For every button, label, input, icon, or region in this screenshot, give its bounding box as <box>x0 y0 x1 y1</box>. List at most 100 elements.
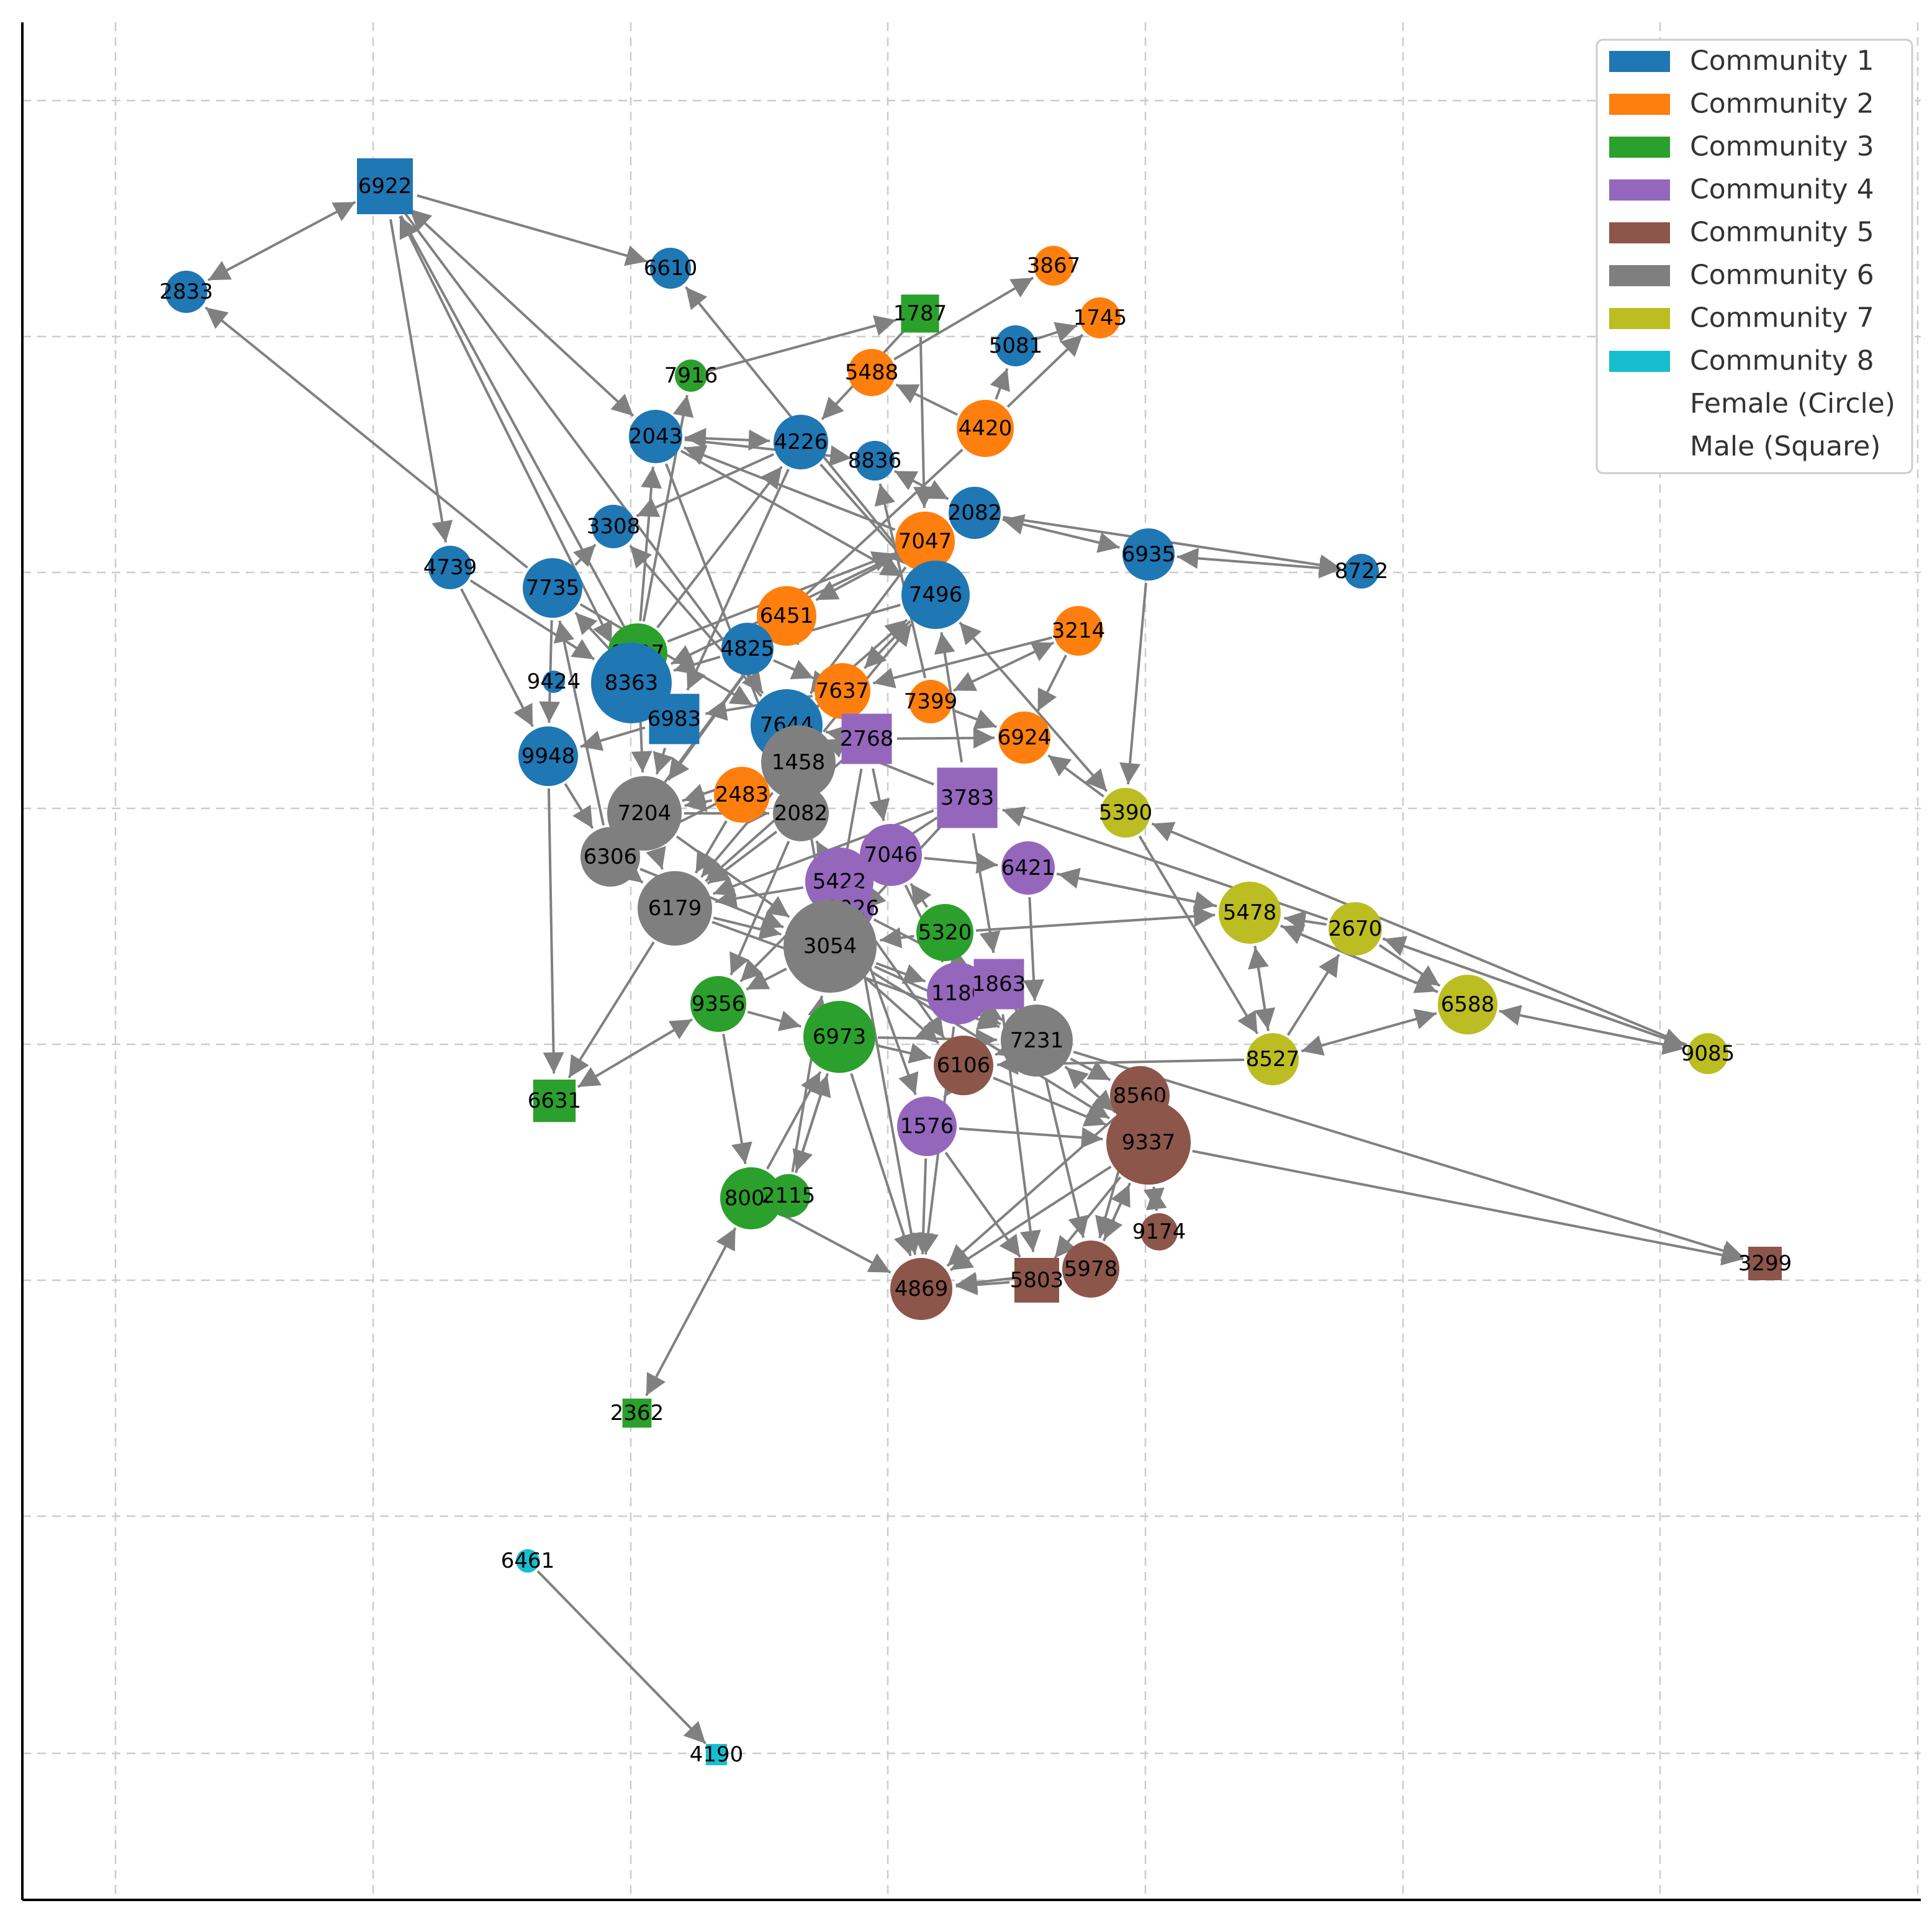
node-7231: 7231 <box>1001 1005 1073 1077</box>
node-label: 2768 <box>840 726 894 751</box>
edge-arrow <box>684 791 713 812</box>
node-7496: 7496 <box>901 561 970 629</box>
edge-arrow <box>895 383 959 416</box>
node-label: 4226 <box>774 430 828 454</box>
node-3214: 3214 <box>1052 606 1106 656</box>
node-label: 1576 <box>900 1114 954 1139</box>
node-6924: 6924 <box>998 712 1051 764</box>
node-label: 3783 <box>941 785 995 810</box>
node-label: 6451 <box>760 603 814 628</box>
edge-arrow <box>924 852 998 874</box>
node-label: 8836 <box>848 448 902 473</box>
node-label: 2043 <box>629 424 683 449</box>
node-label: 2483 <box>715 782 769 807</box>
node-circle <box>761 725 836 800</box>
node-4226: 4226 <box>774 415 828 469</box>
node-square <box>1748 1247 1782 1280</box>
edge-arrow <box>872 636 1052 689</box>
node-square <box>357 158 413 214</box>
edge-arrow <box>722 1033 752 1165</box>
node-4739: 4739 <box>423 546 477 589</box>
edge-arrow <box>706 830 778 885</box>
node-1745: 1745 <box>1073 297 1127 338</box>
edge-arrow <box>639 466 662 622</box>
node-1576: 1576 <box>897 1096 957 1156</box>
edge-arrow <box>409 208 634 417</box>
node-5081: 5081 <box>989 325 1042 366</box>
node-8722: 8722 <box>1335 554 1389 589</box>
node-circle <box>783 900 877 993</box>
edge-arrow <box>1145 1188 1167 1211</box>
node-6631: 6631 <box>528 1079 581 1123</box>
node-label: 2082 <box>948 500 1002 525</box>
edge-arrow <box>580 726 646 751</box>
node-label: 7496 <box>909 582 963 607</box>
legend-swatch <box>1609 137 1670 158</box>
node-circle <box>949 487 1001 539</box>
edge-arrow <box>683 445 896 531</box>
edge-arrow <box>715 886 804 909</box>
node-label: 3214 <box>1052 618 1106 643</box>
node-5803: 5803 <box>1010 1258 1064 1303</box>
node-2115: 2115 <box>762 1174 815 1218</box>
edge-arrow <box>1284 910 1327 932</box>
legend-note: Male (Square) <box>1690 431 1880 463</box>
node-circle <box>934 1036 993 1095</box>
node-label: 9174 <box>1132 1219 1186 1244</box>
node-7916: 7916 <box>664 359 718 392</box>
node-label: 3308 <box>587 514 641 539</box>
edge-arrow <box>1006 333 1084 408</box>
edge-arrow <box>910 882 932 908</box>
node-label: 8722 <box>1335 559 1389 584</box>
edge-arrow <box>880 927 914 949</box>
node-label: 5803 <box>1010 1268 1064 1293</box>
node-label: 5978 <box>1064 1257 1118 1281</box>
node-circle <box>848 349 895 396</box>
edge-arrow <box>1281 924 1438 993</box>
node-circle <box>1034 246 1073 286</box>
node-square <box>937 767 998 828</box>
node-label: 1458 <box>772 750 826 775</box>
node-square <box>622 1398 652 1428</box>
node-circle <box>803 1001 875 1073</box>
node-3054: 3054 <box>783 900 877 993</box>
node-label: 6106 <box>937 1053 991 1078</box>
node-label: 5478 <box>1223 900 1277 925</box>
node-6973: 6973 <box>803 1001 875 1073</box>
edge-arrow <box>1248 947 1270 1031</box>
node-square <box>649 694 700 744</box>
node-circle <box>1062 1241 1119 1298</box>
edge-arrow <box>1138 835 1259 1034</box>
edge-arrow <box>460 588 534 728</box>
node-circle <box>1001 841 1055 895</box>
node-label: 6421 <box>1001 856 1055 880</box>
node-label: 5390 <box>1099 800 1153 825</box>
node-circle <box>1001 1005 1073 1077</box>
node-circle <box>909 680 952 723</box>
node-label: 1863 <box>972 972 1026 997</box>
node-circle <box>1247 1033 1299 1085</box>
node-label: 7916 <box>664 363 718 388</box>
node-circle <box>927 962 989 1024</box>
edge-arrow <box>636 453 775 517</box>
node-2768: 2768 <box>840 713 894 764</box>
edge-arrow <box>1037 322 1078 343</box>
node-square <box>1014 1258 1059 1303</box>
edge-arrow <box>567 941 655 1078</box>
edge-arrow <box>1499 1005 1685 1055</box>
node-circle <box>815 663 870 719</box>
node-circle <box>998 712 1050 764</box>
legend-swatch <box>1609 351 1670 372</box>
edge-arrow <box>1057 867 1217 908</box>
legend-label: Community 6 <box>1690 260 1874 291</box>
edge-arrow <box>675 835 790 918</box>
node-1787: 1787 <box>893 294 947 333</box>
node-2043: 2043 <box>629 410 683 463</box>
node-circle <box>523 558 582 618</box>
node-3867: 3867 <box>1027 246 1080 286</box>
node-label: 4190 <box>690 1742 744 1767</box>
node-circle <box>428 546 472 589</box>
node-label: 4739 <box>423 555 477 580</box>
node-circle <box>690 976 746 1032</box>
edge-arrow <box>864 620 911 669</box>
